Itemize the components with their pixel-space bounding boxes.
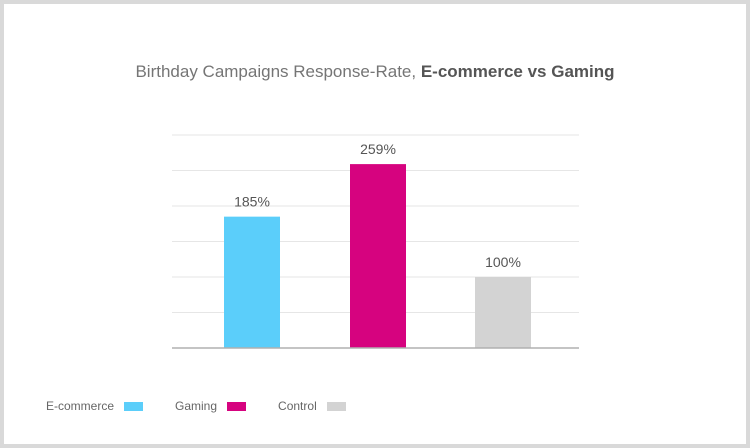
bar-gaming xyxy=(350,164,406,348)
chart-frame: Birthday Campaigns Response-Rate, E-comm… xyxy=(4,4,746,444)
legend-swatch-control xyxy=(326,401,346,411)
legend-item-control: Control xyxy=(278,399,346,413)
bar-e-commerce xyxy=(224,216,280,348)
bar-chart: 185% 259% 100% xyxy=(172,134,579,349)
legend: E-commerce Gaming Control xyxy=(46,399,378,413)
data-label-e-commerce: 185% xyxy=(234,194,270,210)
chart-title-bold: E-commerce vs Gaming xyxy=(420,62,615,81)
chart-title: Birthday Campaigns Response-Rate, E-comm… xyxy=(4,62,746,82)
chart-title-main: Birthday Campaigns Response-Rate, xyxy=(135,62,421,81)
legend-label-ecommerce: E-commerce xyxy=(46,399,115,413)
legend-label-gaming: Gaming xyxy=(175,399,218,413)
legend-label-control: Control xyxy=(278,399,317,413)
legend-item-ecommerce: E-commerce xyxy=(46,399,144,413)
bar-control xyxy=(475,277,531,348)
legend-swatch-gaming xyxy=(227,401,247,411)
data-label-gaming: 259% xyxy=(360,141,396,157)
legend-swatch-ecommerce xyxy=(124,401,144,411)
data-label-control: 100% xyxy=(485,254,521,270)
legend-item-gaming: Gaming xyxy=(175,399,247,413)
